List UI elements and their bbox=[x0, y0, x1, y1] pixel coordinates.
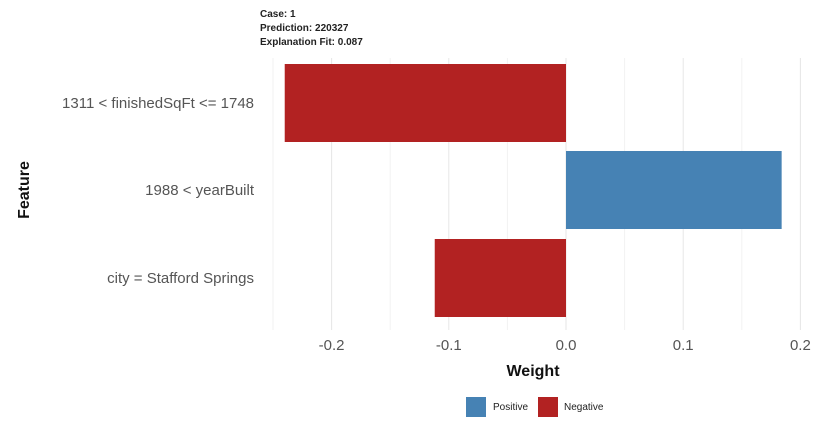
legend: Positive Negative bbox=[466, 397, 604, 417]
x-tick-label: -0.1 bbox=[436, 337, 462, 354]
x-tick-label: 0.2 bbox=[790, 337, 811, 354]
explanation-fit-label: Explanation Fit: 0.087 bbox=[260, 37, 363, 48]
y-axis-title: Feature bbox=[16, 161, 33, 219]
case-label: Case: 1 bbox=[260, 9, 296, 20]
bar bbox=[434, 239, 566, 317]
bars bbox=[284, 64, 782, 317]
chart-header: Case: 1 Prediction: 220327 Explanation F… bbox=[260, 8, 363, 50]
x-tick-label: 0.0 bbox=[556, 337, 577, 354]
legend-swatch bbox=[466, 397, 486, 417]
category-labels: 1311 < finishedSqFt <= 1748 1988 < yearBu… bbox=[62, 95, 255, 287]
category-label: 1988 < yearBuilt bbox=[145, 182, 255, 199]
x-tick-label: 0.1 bbox=[673, 337, 694, 354]
legend-label: Positive bbox=[493, 402, 528, 413]
category-label: city = Stafford Springs bbox=[107, 270, 254, 287]
bar bbox=[566, 151, 782, 229]
category-label: 1311 < finishedSqFt <= 1748 bbox=[62, 95, 254, 112]
x-tick-label: -0.2 bbox=[319, 337, 345, 354]
legend-swatch bbox=[538, 397, 558, 417]
legend-label: Negative bbox=[564, 402, 604, 413]
prediction-label: Prediction: 220327 bbox=[260, 23, 349, 34]
bar bbox=[284, 64, 566, 142]
x-axis-title: Weight bbox=[506, 363, 560, 380]
x-tick-labels: -0.2 -0.1 0.0 0.1 0.2 bbox=[319, 337, 811, 354]
